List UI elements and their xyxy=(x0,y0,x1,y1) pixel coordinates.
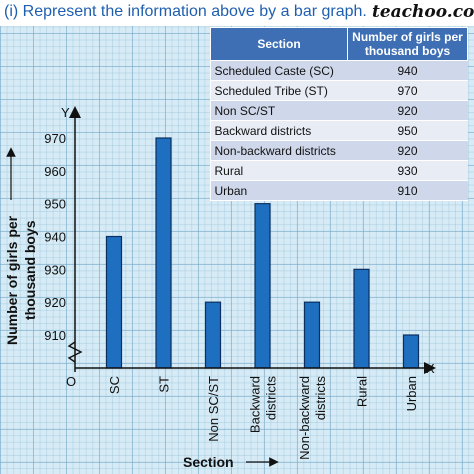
question-text: (i) Represent the information above by a… xyxy=(4,3,367,20)
table-cell-value: 930 xyxy=(347,160,468,181)
table-cell-section: Non SC/ST xyxy=(210,100,348,121)
table-row: Backward districts 950 xyxy=(210,120,468,141)
x-axis-letter: X xyxy=(426,361,435,376)
x-category-label: Urban xyxy=(404,376,419,411)
bar xyxy=(105,235,123,369)
origin-label: O xyxy=(66,374,76,389)
table-row: Non-backward districts 920 xyxy=(210,140,468,161)
y-axis-title: Number of girls per thousand boys xyxy=(4,147,38,345)
bar xyxy=(303,301,321,369)
bar xyxy=(155,137,172,369)
table-cell-value: 910 xyxy=(347,180,468,201)
y-tick-label: 940 xyxy=(44,230,66,245)
x-category-label: Rural xyxy=(355,376,370,407)
table-cell-section: Non-backward districts xyxy=(210,140,348,161)
bar xyxy=(254,203,271,369)
table-cell-value: 970 xyxy=(347,80,468,101)
x-category-label: Non SC/ST xyxy=(206,376,221,442)
x-category-label: ST xyxy=(157,376,172,393)
axis-break-zigzag xyxy=(67,341,83,363)
y-axis-letter: Y xyxy=(61,105,70,120)
table-cell-section: Urban xyxy=(210,180,348,201)
table-cell-section: Backward districts xyxy=(210,120,348,141)
bar xyxy=(353,268,370,369)
y-tick-label: 930 xyxy=(44,262,66,277)
table-row: Scheduled Tribe (ST) 970 xyxy=(210,80,468,101)
y-tick-label: 960 xyxy=(44,164,66,179)
table-row: Scheduled Caste (SC) 940 xyxy=(210,60,468,81)
header-band xyxy=(0,0,474,26)
table-cell-value: 920 xyxy=(347,140,468,161)
x-category-label: Backwarddistricts xyxy=(248,376,279,434)
y-axis-title-line1: Number of girls per xyxy=(4,215,20,345)
y-tick-label: 910 xyxy=(44,328,66,343)
y-tick-label: 920 xyxy=(44,295,66,310)
y-tick-label: 970 xyxy=(44,131,66,146)
x-category-label: SC xyxy=(107,376,122,394)
table-header-section: Section xyxy=(210,27,348,61)
table-header-count: Number of girls per thousand boys xyxy=(347,27,468,61)
table-cell-value: 950 xyxy=(347,120,468,141)
x-category-label: Non-backwarddistricts xyxy=(297,376,328,460)
bar xyxy=(402,334,420,369)
y-tick-label: 950 xyxy=(44,197,66,212)
table-cell-section: Scheduled Tribe (ST) xyxy=(210,80,348,101)
table-cell-value: 940 xyxy=(347,60,468,81)
table-row: Rural 930 xyxy=(210,160,468,181)
table-row: Urban 910 xyxy=(210,180,468,201)
table-cell-section: Scheduled Caste (SC) xyxy=(210,60,348,81)
bar xyxy=(204,301,222,369)
table-header-row: Section Number of girls per thousand boy… xyxy=(210,27,468,61)
table-cell-value: 920 xyxy=(347,100,468,121)
x-axis-title: Section xyxy=(183,454,234,470)
y-axis-title-line2: thousand boys xyxy=(22,220,38,320)
table-row: Non SC/ST 920 xyxy=(210,100,468,121)
table-cell-section: Rural xyxy=(210,160,348,181)
brand-logo-text: teachoo.com xyxy=(372,2,474,22)
data-table: Section Number of girls per thousand boy… xyxy=(210,27,468,201)
